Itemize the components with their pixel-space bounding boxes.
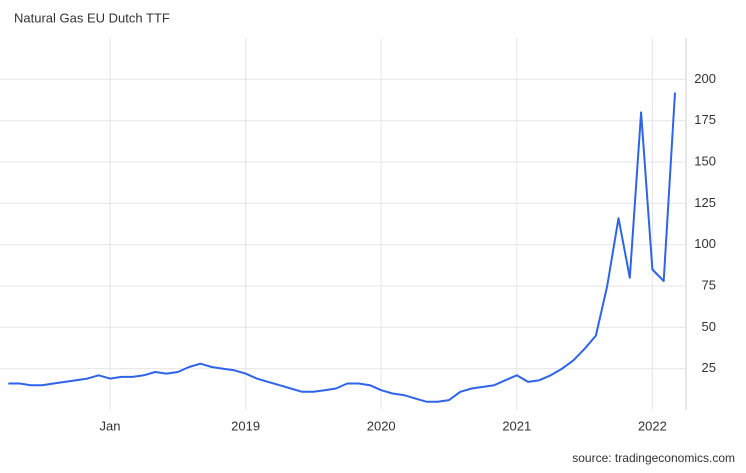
chart-title: Natural Gas EU Dutch TTF xyxy=(14,10,170,25)
x-tick-label: 2019 xyxy=(231,418,260,433)
y-tick-label: 50 xyxy=(702,319,716,334)
data-line xyxy=(8,92,676,403)
y-tick-label: 25 xyxy=(702,360,716,375)
x-tick-label: 2022 xyxy=(638,418,667,433)
y-tick-label: 150 xyxy=(694,153,716,168)
y-tick-label: 100 xyxy=(694,236,716,251)
y-tick-label: 75 xyxy=(702,277,716,292)
y-tick-label: 125 xyxy=(694,195,716,210)
x-tick-label: 2021 xyxy=(502,418,531,433)
x-tick-label: Jan xyxy=(100,418,121,433)
x-tick-label: 2020 xyxy=(367,418,396,433)
source-note: source: tradingeconomics.com xyxy=(572,451,735,465)
y-tick-label: 200 xyxy=(694,71,716,86)
y-tick-label: 175 xyxy=(694,112,716,127)
